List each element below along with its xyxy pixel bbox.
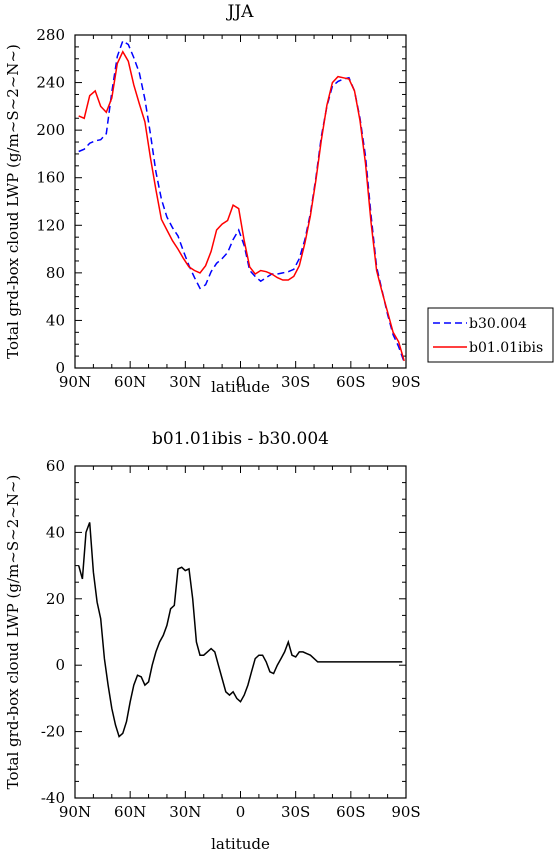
x-tick-label: 90N bbox=[59, 803, 91, 821]
chart-panel-2: b01.01ibis - b30.004 90N 60N 30N 0 30S 60S 90S -… bbox=[4, 429, 421, 853]
x-tick-label: 30S bbox=[281, 803, 310, 821]
series-line-difference bbox=[77, 522, 403, 738]
x-tick-label: 60N bbox=[114, 373, 146, 391]
x-tick-label: 90N bbox=[59, 373, 91, 391]
chart-title: b01.01ibis - b30.004 bbox=[152, 429, 329, 449]
y-tick-label: 200 bbox=[36, 121, 65, 139]
x-axis-label: latitude bbox=[211, 835, 270, 851]
x-tick-label: 30N bbox=[169, 373, 201, 391]
y-axis-label: Total grd-box cloud LWP (g/m~S~2~N~) bbox=[4, 44, 22, 359]
y-tick-label: -40 bbox=[41, 789, 65, 807]
y-tick-label: 40 bbox=[46, 523, 65, 541]
y-tick-label: 60 bbox=[46, 457, 65, 475]
legend-entry-label: b30.004 bbox=[469, 316, 527, 332]
y-tick-label: 0 bbox=[55, 359, 65, 377]
x-axis-label: latitude bbox=[211, 378, 270, 396]
x-tick-label: 90S bbox=[391, 803, 420, 821]
series-line-b30-004 bbox=[78, 39, 405, 363]
legend-box bbox=[427, 307, 554, 363]
x-tick-label: 0 bbox=[236, 373, 246, 391]
series-line-b01-01ibis bbox=[78, 50, 405, 362]
y-tick-label: 120 bbox=[36, 216, 65, 234]
y-axis-label: Total grd-box cloud LWP (g/m~S~2~N~) bbox=[4, 475, 22, 790]
y-tick-label: 160 bbox=[36, 169, 65, 187]
y-tick-label: 40 bbox=[46, 311, 65, 329]
chart-title: JJA bbox=[226, 2, 255, 22]
plot-frame bbox=[74, 465, 407, 799]
y-tick-label: 0 bbox=[55, 656, 65, 674]
chart-panel-1: JJA 90N 60N 30N 0 30S 60S 90S 0 40 80 120 160 200 240 2… bbox=[4, 2, 554, 396]
x-tick-label: 60S bbox=[336, 803, 365, 821]
y-tick-label: 240 bbox=[36, 74, 65, 92]
legend: b30.004 b01.01ibis bbox=[427, 307, 554, 363]
y-tick-label: 80 bbox=[46, 264, 65, 282]
y-tick-label: 20 bbox=[46, 590, 65, 608]
plot-frame bbox=[74, 34, 407, 369]
x-tick-label: 90S bbox=[391, 373, 420, 391]
x-tick-label: 60N bbox=[114, 803, 146, 821]
legend-entry-label: b01.01ibis bbox=[469, 340, 543, 356]
x-tick-label: 0 bbox=[236, 803, 246, 821]
y-tick-label: -20 bbox=[41, 723, 65, 741]
y-tick-label: 280 bbox=[36, 26, 65, 44]
x-tick-label: 30S bbox=[281, 373, 310, 391]
x-tick-label: 60S bbox=[336, 373, 365, 391]
x-tick-label: 30N bbox=[169, 803, 201, 821]
